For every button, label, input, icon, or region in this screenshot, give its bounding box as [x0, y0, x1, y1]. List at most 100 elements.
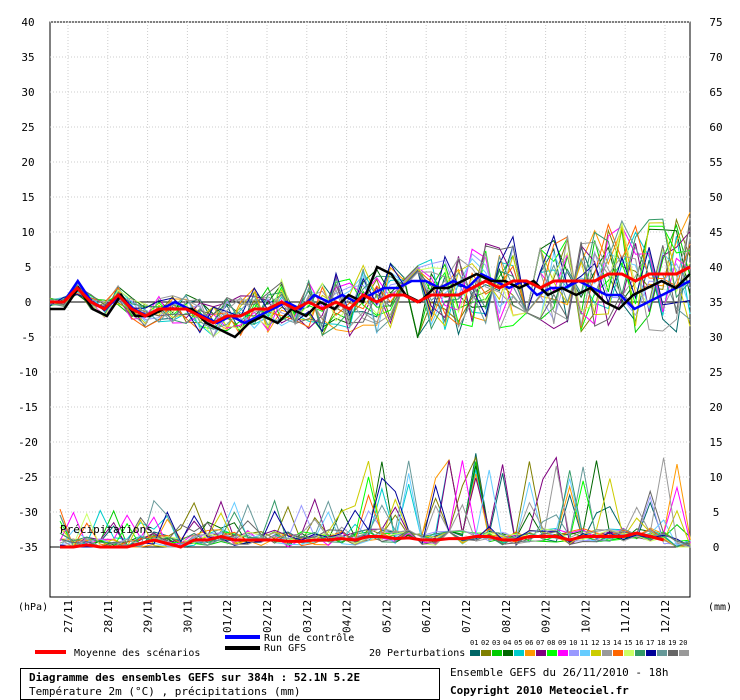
pert-number: 17: [646, 639, 654, 647]
pert-swatch: [503, 650, 513, 656]
member-line: [49, 222, 691, 330]
copyright: Copyright 2010 Meteociel.fr: [450, 684, 629, 697]
legend-controle-label: Run de contrôle: [264, 632, 354, 644]
x-tick-label: 03/12: [301, 600, 314, 633]
pert-number: 20: [679, 639, 687, 647]
right-tick-label: 70: [709, 51, 722, 64]
pert-swatch: [679, 650, 689, 656]
pert-swatch: [591, 650, 601, 656]
pert-number: 07: [536, 639, 544, 647]
pert-number: 18: [657, 639, 665, 647]
member-line: [49, 234, 691, 334]
pert-swatch: [657, 650, 667, 656]
pert-swatch: [668, 650, 678, 656]
x-tick-label: 04/12: [341, 600, 354, 633]
pert-number: 03: [492, 639, 500, 647]
pert-number: 12: [591, 639, 599, 647]
pert-number: 08: [547, 639, 555, 647]
pert-swatch: [580, 650, 590, 656]
left-tick-label: 20: [21, 156, 34, 169]
title-line1: Diagramme des ensembles GEFS sur 384h : …: [29, 671, 361, 684]
x-tick-label: 01/12: [221, 600, 234, 633]
title-line2: Température 2m (°C) , précipitations (mm…: [29, 685, 301, 698]
pert-number: 19: [668, 639, 676, 647]
x-tick-label: 11/12: [619, 600, 632, 633]
right-tick-label: 35: [709, 296, 722, 309]
precip-mean-line: [60, 531, 664, 549]
pert-swatch: [481, 650, 491, 656]
left-tick-label: 35: [21, 51, 34, 64]
title-box: Diagramme des ensembles GEFS sur 384h : …: [20, 668, 440, 700]
pert-swatch: [602, 650, 612, 656]
pert-swatch: [646, 650, 656, 656]
x-axis-ticks: 27/11 28/11 29/11 30/11 01/12 02/12 03/12 04/12…: [62, 600, 672, 633]
left-tick-label: 30: [21, 86, 34, 99]
right-tick-label: 75: [709, 16, 722, 29]
pert-swatch: [569, 650, 579, 656]
member-line: [49, 219, 691, 333]
right-tick-label: 0: [713, 541, 720, 554]
left-axis-ticks: 40 35 30 25 20 15 10 5 0 -5 -10 -15 -20 -25 -30 -35: [18, 16, 38, 554]
pert-number: 11: [580, 639, 588, 647]
x-tick-label: 06/12: [420, 600, 433, 633]
pert-number: 01: [470, 639, 478, 647]
x-tick-label: 09/12: [540, 600, 553, 633]
right-tick-label: 15: [709, 436, 722, 449]
x-tick-label: 28/11: [102, 600, 115, 633]
perturbation-legend: 01 02 03 04 05 06 07 08 09 10 11 12 13 14 15 16 17 18 19 20: [470, 639, 689, 656]
left-tick-label: -35: [18, 541, 38, 554]
pert-number: 06: [525, 639, 533, 647]
left-unit-label: (hPa): [18, 602, 48, 613]
x-tick-label: 05/12: [380, 600, 393, 633]
precip-label: Précipitations: [60, 523, 153, 536]
left-tick-label: -15: [18, 401, 38, 414]
pert-number: 02: [481, 639, 489, 647]
pert-number: 04: [503, 639, 511, 647]
left-tick-label: 25: [21, 121, 34, 134]
chart-grid: [49, 21, 691, 598]
x-tick-label: 12/12: [659, 600, 672, 633]
pert-swatch: [470, 650, 480, 656]
plot-frame: [49, 21, 691, 598]
legend-gfs-label: Run GFS: [264, 643, 306, 654]
right-tick-label: 25: [709, 366, 722, 379]
left-tick-label: 10: [21, 226, 34, 239]
right-tick-label: 65: [709, 86, 722, 99]
right-tick-label: 30: [709, 331, 722, 344]
pert-swatch: [514, 650, 524, 656]
precipitation-lines: [59, 453, 691, 549]
pert-number: 14: [613, 639, 621, 647]
legend-perturbations-label: 20 Perturbations: [369, 648, 465, 659]
left-tick-label: -30: [18, 506, 38, 519]
right-tick-label: 45: [709, 226, 722, 239]
right-tick-label: 5: [713, 506, 720, 519]
member-precip-line: [59, 489, 691, 548]
pert-number: 15: [624, 639, 632, 647]
ensemble-members: [49, 212, 691, 339]
left-tick-label: -20: [18, 436, 38, 449]
x-tick-label: 30/11: [181, 600, 194, 633]
right-tick-label: 40: [709, 261, 722, 274]
right-tick-label: 60: [709, 121, 722, 134]
pert-number: 09: [558, 639, 566, 647]
left-tick-label: -10: [18, 366, 38, 379]
member-precip-line: [59, 465, 691, 548]
member-precip-line: [59, 493, 691, 549]
member-line: [49, 218, 691, 327]
left-tick-label: 15: [21, 191, 34, 204]
member-precip-line: [59, 460, 691, 548]
x-tick-label: 07/12: [460, 600, 473, 633]
x-tick-label: 02/12: [261, 600, 274, 633]
left-tick-label: -25: [18, 471, 38, 484]
left-tick-label: 0: [25, 296, 32, 309]
main-series: [50, 265, 691, 339]
right-tick-label: 10: [709, 471, 722, 484]
pert-swatch: [536, 650, 546, 656]
member-precip-line: [59, 477, 691, 548]
pert-swatch: [613, 650, 623, 656]
right-tick-label: 50: [709, 191, 722, 204]
pert-swatch: [624, 650, 634, 656]
series-line-moyenne: [50, 265, 691, 325]
